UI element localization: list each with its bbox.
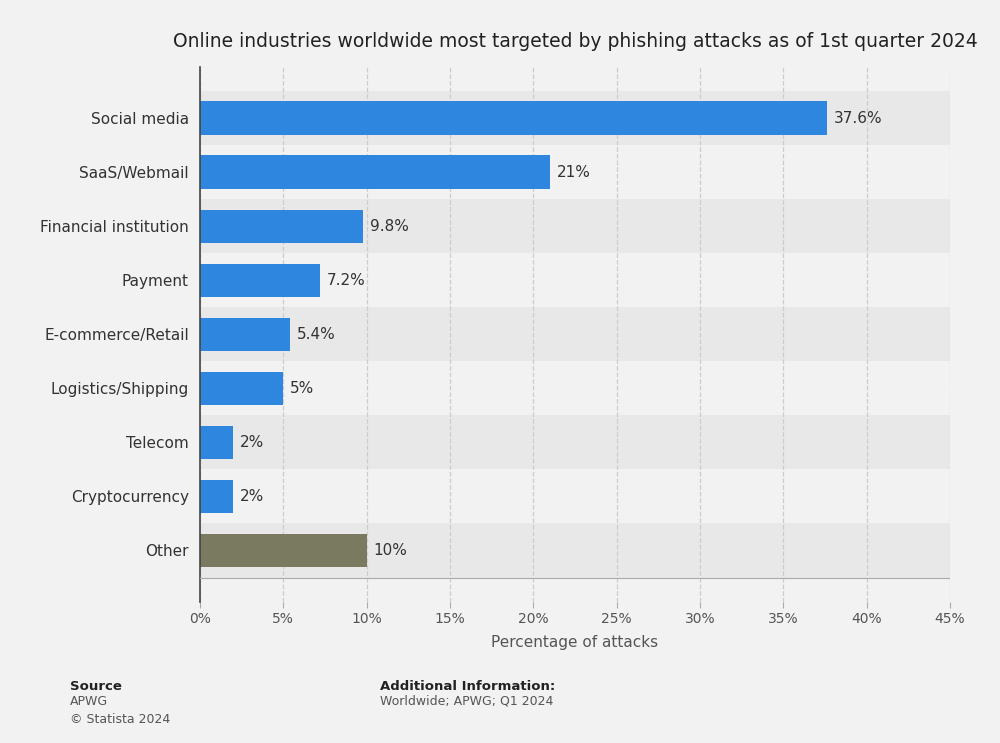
Bar [200, 145, 950, 199]
Text: 2%: 2% [240, 489, 264, 504]
Text: Additional Information:: Additional Information: [380, 680, 555, 692]
Bar [200, 372, 283, 405]
Bar [200, 199, 950, 253]
Text: 37.6%: 37.6% [833, 111, 882, 126]
Bar [200, 91, 950, 145]
Bar [200, 480, 233, 513]
Text: 7.2%: 7.2% [327, 273, 365, 288]
Bar [200, 317, 290, 351]
Title: Online industries worldwide most targeted by phishing attacks as of 1st quarter : Online industries worldwide most targete… [173, 33, 977, 51]
Bar [200, 426, 233, 459]
Text: 9.8%: 9.8% [370, 218, 409, 234]
Bar [200, 253, 950, 308]
Text: APWG
© Statista 2024: APWG © Statista 2024 [70, 695, 170, 726]
Text: Worldwide; APWG; Q1 2024: Worldwide; APWG; Q1 2024 [380, 695, 553, 707]
Text: Source: Source [70, 680, 122, 692]
Text: 21%: 21% [557, 165, 591, 180]
Bar [200, 264, 320, 297]
Text: 5.4%: 5.4% [297, 327, 335, 342]
X-axis label: Percentage of attacks: Percentage of attacks [491, 635, 659, 649]
Bar [200, 155, 550, 189]
Bar [200, 470, 950, 524]
Bar [200, 524, 950, 577]
Bar [200, 361, 950, 415]
Bar [200, 308, 950, 361]
Bar [200, 102, 827, 135]
Text: 2%: 2% [240, 435, 264, 450]
Bar [200, 210, 363, 243]
Text: 5%: 5% [290, 381, 314, 396]
Text: 10%: 10% [373, 543, 407, 558]
Bar [200, 533, 367, 567]
Bar [200, 415, 950, 470]
